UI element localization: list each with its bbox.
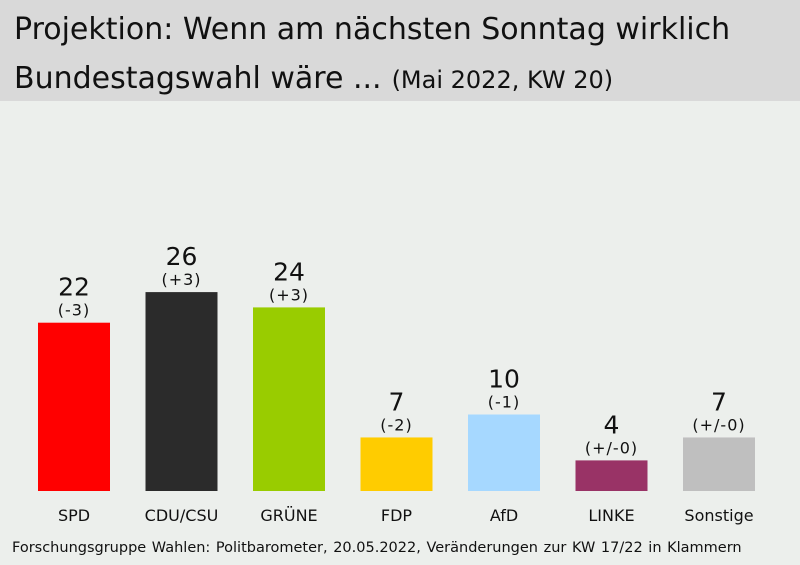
bar-change-label-5: (+/-0): [585, 438, 638, 457]
category-label-5: LINKE: [588, 506, 634, 525]
category-label-2: GRÜNE: [260, 506, 317, 525]
bar-value-label-4: 10: [488, 365, 520, 394]
bar-change-label-6: (+/-0): [692, 415, 745, 434]
bar-change-label-4: (-1): [488, 393, 520, 412]
chart-title-line-2: Bundestagswahl wäre ... (Mai 2022, KW 20): [14, 61, 613, 96]
bar-1: [145, 292, 218, 491]
bar-2: [253, 307, 325, 491]
category-label-1: CDU/CSU: [145, 506, 219, 525]
bar-chart: (-3)22SPD(+3)26CDU/CSU(+3)24GRÜNE(-2)7FD…: [38, 242, 755, 525]
bar-value-label-3: 7: [389, 387, 405, 416]
chart-subtitle: (Mai 2022, KW 20): [391, 66, 614, 94]
bar-value-label-2: 24: [273, 257, 305, 286]
bar-change-label-0: (-3): [58, 301, 90, 320]
bar-value-label-6: 7: [711, 387, 727, 416]
bar-3: [360, 437, 433, 491]
category-label-6: Sonstige: [684, 506, 753, 525]
chart-title-line-2-text: Bundestagswahl wäre ...: [14, 61, 382, 96]
category-label-4: AfD: [490, 506, 518, 525]
bar-4: [468, 414, 540, 491]
bar-5: [575, 460, 648, 491]
category-label-0: SPD: [58, 506, 90, 525]
bar-6: [683, 437, 755, 491]
bar-change-label-2: (+3): [269, 285, 309, 304]
bar-value-label-1: 26: [166, 242, 198, 271]
bar-value-label-5: 4: [604, 410, 620, 439]
bar-value-label-0: 22: [58, 273, 90, 302]
bar-0: [38, 322, 110, 491]
bar-change-label-1: (+3): [161, 270, 201, 289]
bar-change-label-3: (-2): [380, 415, 412, 434]
source-note: Forschungsgruppe Wahlen: Politbarometer,…: [12, 540, 742, 556]
title-banner: Projektion: Wenn am nächsten Sonntag wir…: [0, 0, 800, 101]
category-label-3: FDP: [381, 506, 413, 525]
chart-title-line-1: Projektion: Wenn am nächsten Sonntag wir…: [14, 12, 731, 47]
